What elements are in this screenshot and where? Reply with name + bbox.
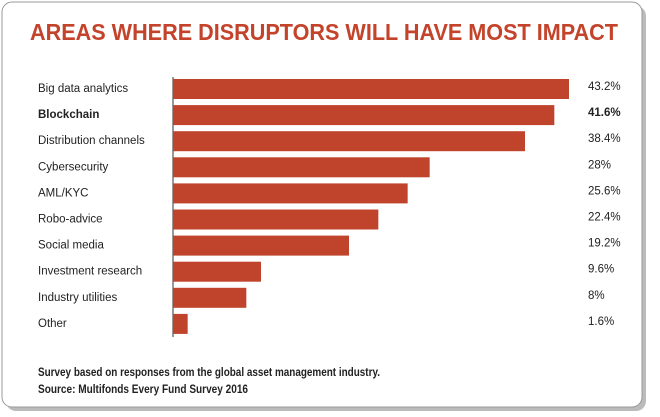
value-label: 1.6% [588,316,614,328]
bar [173,235,349,256]
category-label: Blockchain [38,109,99,121]
bar [173,287,247,308]
category-label: Industry utilities [38,292,118,304]
chart-title: AREAS WHERE DISRUPTORS WILL HAVE MOST IM… [30,19,618,45]
bar [173,183,408,204]
bar [173,79,569,99]
bar [173,209,379,230]
value-label: 9.6% [588,264,614,276]
category-label: Big data analytics [38,83,128,95]
value-label: 8% [588,290,605,302]
value-label: 38.4% [588,133,621,145]
value-label: 22.4% [588,212,621,224]
category-label: Investment research [38,266,142,278]
value-label: 28% [588,159,611,171]
category-label: Other [38,318,67,330]
bar [173,105,555,126]
bar [173,131,525,152]
value-label: 25.6% [588,185,621,197]
source: Source: Multifonds Every Fund Survey 201… [38,384,248,396]
value-label: 41.6% [588,107,621,119]
category-label: Social media [38,240,104,252]
bar [173,313,188,334]
category-label: AML/KYC [38,187,89,199]
bar [173,261,261,282]
value-label: 19.2% [588,238,621,250]
category-label: Robo-advice [38,214,103,226]
category-label: Distribution channels [38,135,145,147]
card [1,1,643,408]
footnote: Survey based on responses from the globa… [38,367,380,379]
bar [173,157,430,178]
category-label: Cybersecurity [38,161,109,173]
value-label: 43.2% [588,81,621,93]
